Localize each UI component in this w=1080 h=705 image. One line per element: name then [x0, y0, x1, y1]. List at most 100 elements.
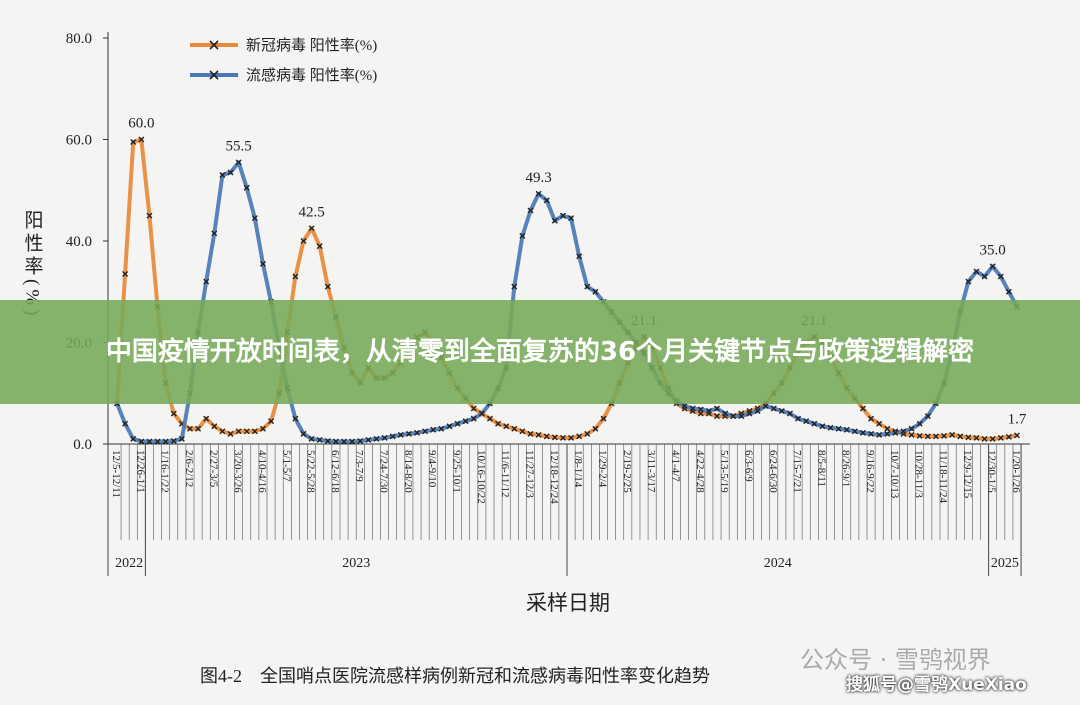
point-marker: [876, 420, 883, 427]
point-marker: [924, 433, 931, 440]
point-marker: [795, 415, 802, 422]
point-marker: [389, 433, 396, 440]
point-marker: [349, 438, 356, 445]
point-marker: [130, 435, 137, 442]
point-marker: [949, 431, 956, 438]
point-marker: [203, 278, 210, 285]
x-tick-label: 4/22-4/28: [694, 450, 706, 493]
point-marker: [762, 402, 769, 409]
point-marker: [576, 433, 583, 440]
point-marker: [138, 136, 145, 143]
data-label: 35.0: [980, 242, 1006, 258]
point-marker: [486, 415, 493, 422]
point-marker: [981, 435, 988, 442]
x-tick-label: 10/7-10/13: [888, 450, 900, 499]
point-marker: [446, 423, 453, 430]
point-marker: [989, 435, 996, 442]
point-marker: [908, 431, 915, 438]
point-marker: [584, 430, 591, 437]
point-marker: [535, 190, 542, 197]
point-marker: [324, 437, 331, 444]
point-marker: [243, 184, 250, 191]
point-marker: [722, 410, 729, 417]
point-marker: [316, 243, 323, 250]
x-tick-label: 5/1-5/7: [280, 450, 292, 482]
point-marker: [827, 424, 834, 431]
point-marker: [324, 283, 331, 290]
point-marker: [162, 438, 169, 445]
point-marker: [397, 431, 404, 438]
point-marker: [543, 197, 550, 204]
x-tick-label: 1/20-1/26: [1010, 450, 1022, 493]
point-marker: [316, 436, 323, 443]
data-label: 60.0: [128, 116, 154, 132]
x-tick-label: 12/18-12/24: [548, 450, 560, 504]
point-marker: [754, 408, 761, 415]
x-tick-label: 6/24-6/30: [767, 450, 779, 493]
point-marker: [470, 405, 477, 412]
point-marker: [365, 436, 372, 443]
x-tick-label: 7/3-7/9: [353, 450, 365, 482]
legend-marker: [209, 40, 219, 50]
point-marker: [235, 159, 242, 166]
point-marker: [373, 435, 380, 442]
point-marker: [138, 438, 145, 445]
y-tick-label: 80.0: [66, 31, 92, 47]
x-tick-label: 11/6-11/12: [499, 450, 511, 497]
point-marker: [519, 428, 526, 435]
point-marker: [422, 428, 429, 435]
point-marker: [689, 405, 696, 412]
point-marker: [470, 415, 477, 422]
point-marker: [876, 431, 883, 438]
point-marker: [251, 428, 258, 435]
point-marker: [146, 438, 153, 445]
point-marker: [462, 418, 469, 425]
data-label: 1.7: [1008, 411, 1027, 427]
y-tick-label: 60.0: [66, 133, 92, 149]
point-marker: [576, 253, 583, 260]
point-marker: [511, 425, 518, 432]
point-marker: [300, 238, 307, 244]
point-marker: [430, 426, 437, 433]
point-marker: [527, 207, 534, 214]
point-marker: [308, 225, 315, 232]
year-label: 2022: [115, 556, 143, 571]
data-label: 55.5: [225, 138, 251, 154]
legend-label: 流感病毒 阳性率(%): [246, 67, 377, 84]
point-marker: [803, 418, 810, 425]
point-marker: [203, 415, 210, 422]
x-tick-label: 9/16-9/22: [864, 450, 876, 493]
point-marker: [219, 172, 226, 179]
point-marker: [243, 428, 250, 435]
point-marker: [1005, 433, 1012, 440]
point-marker: [195, 425, 202, 432]
x-tick-label: 1/8-1/14: [572, 450, 584, 488]
point-marker: [292, 273, 299, 280]
x-tick-label: 1/29-2/4: [596, 450, 608, 488]
point-marker: [235, 428, 242, 435]
point-marker: [924, 413, 931, 420]
point-marker: [681, 402, 688, 409]
point-marker: [859, 405, 866, 412]
point-marker: [268, 418, 275, 425]
point-marker: [551, 217, 558, 224]
point-marker: [122, 420, 129, 427]
legend-marker: [209, 70, 219, 80]
x-tick-label: 3/20-3/26: [232, 450, 244, 493]
point-marker: [414, 429, 420, 436]
watermark: 公众号 · 雪鸮视界: [800, 646, 991, 674]
point-marker: [932, 433, 939, 440]
point-marker: [146, 212, 153, 219]
point-marker: [454, 420, 461, 427]
point-marker: [1005, 288, 1012, 295]
point-marker: [592, 288, 599, 295]
banner-title: 中国疫情开放时间表，从清零到全面复苏的36个月关键节点与政策逻辑解密: [105, 337, 975, 367]
legend-label: 新冠病毒 阳性率(%): [246, 37, 377, 54]
point-marker: [211, 423, 218, 430]
point-marker: [495, 420, 502, 427]
point-marker: [551, 434, 558, 441]
point-marker: [714, 413, 720, 420]
point-marker: [973, 434, 980, 441]
point-marker: [851, 428, 858, 435]
